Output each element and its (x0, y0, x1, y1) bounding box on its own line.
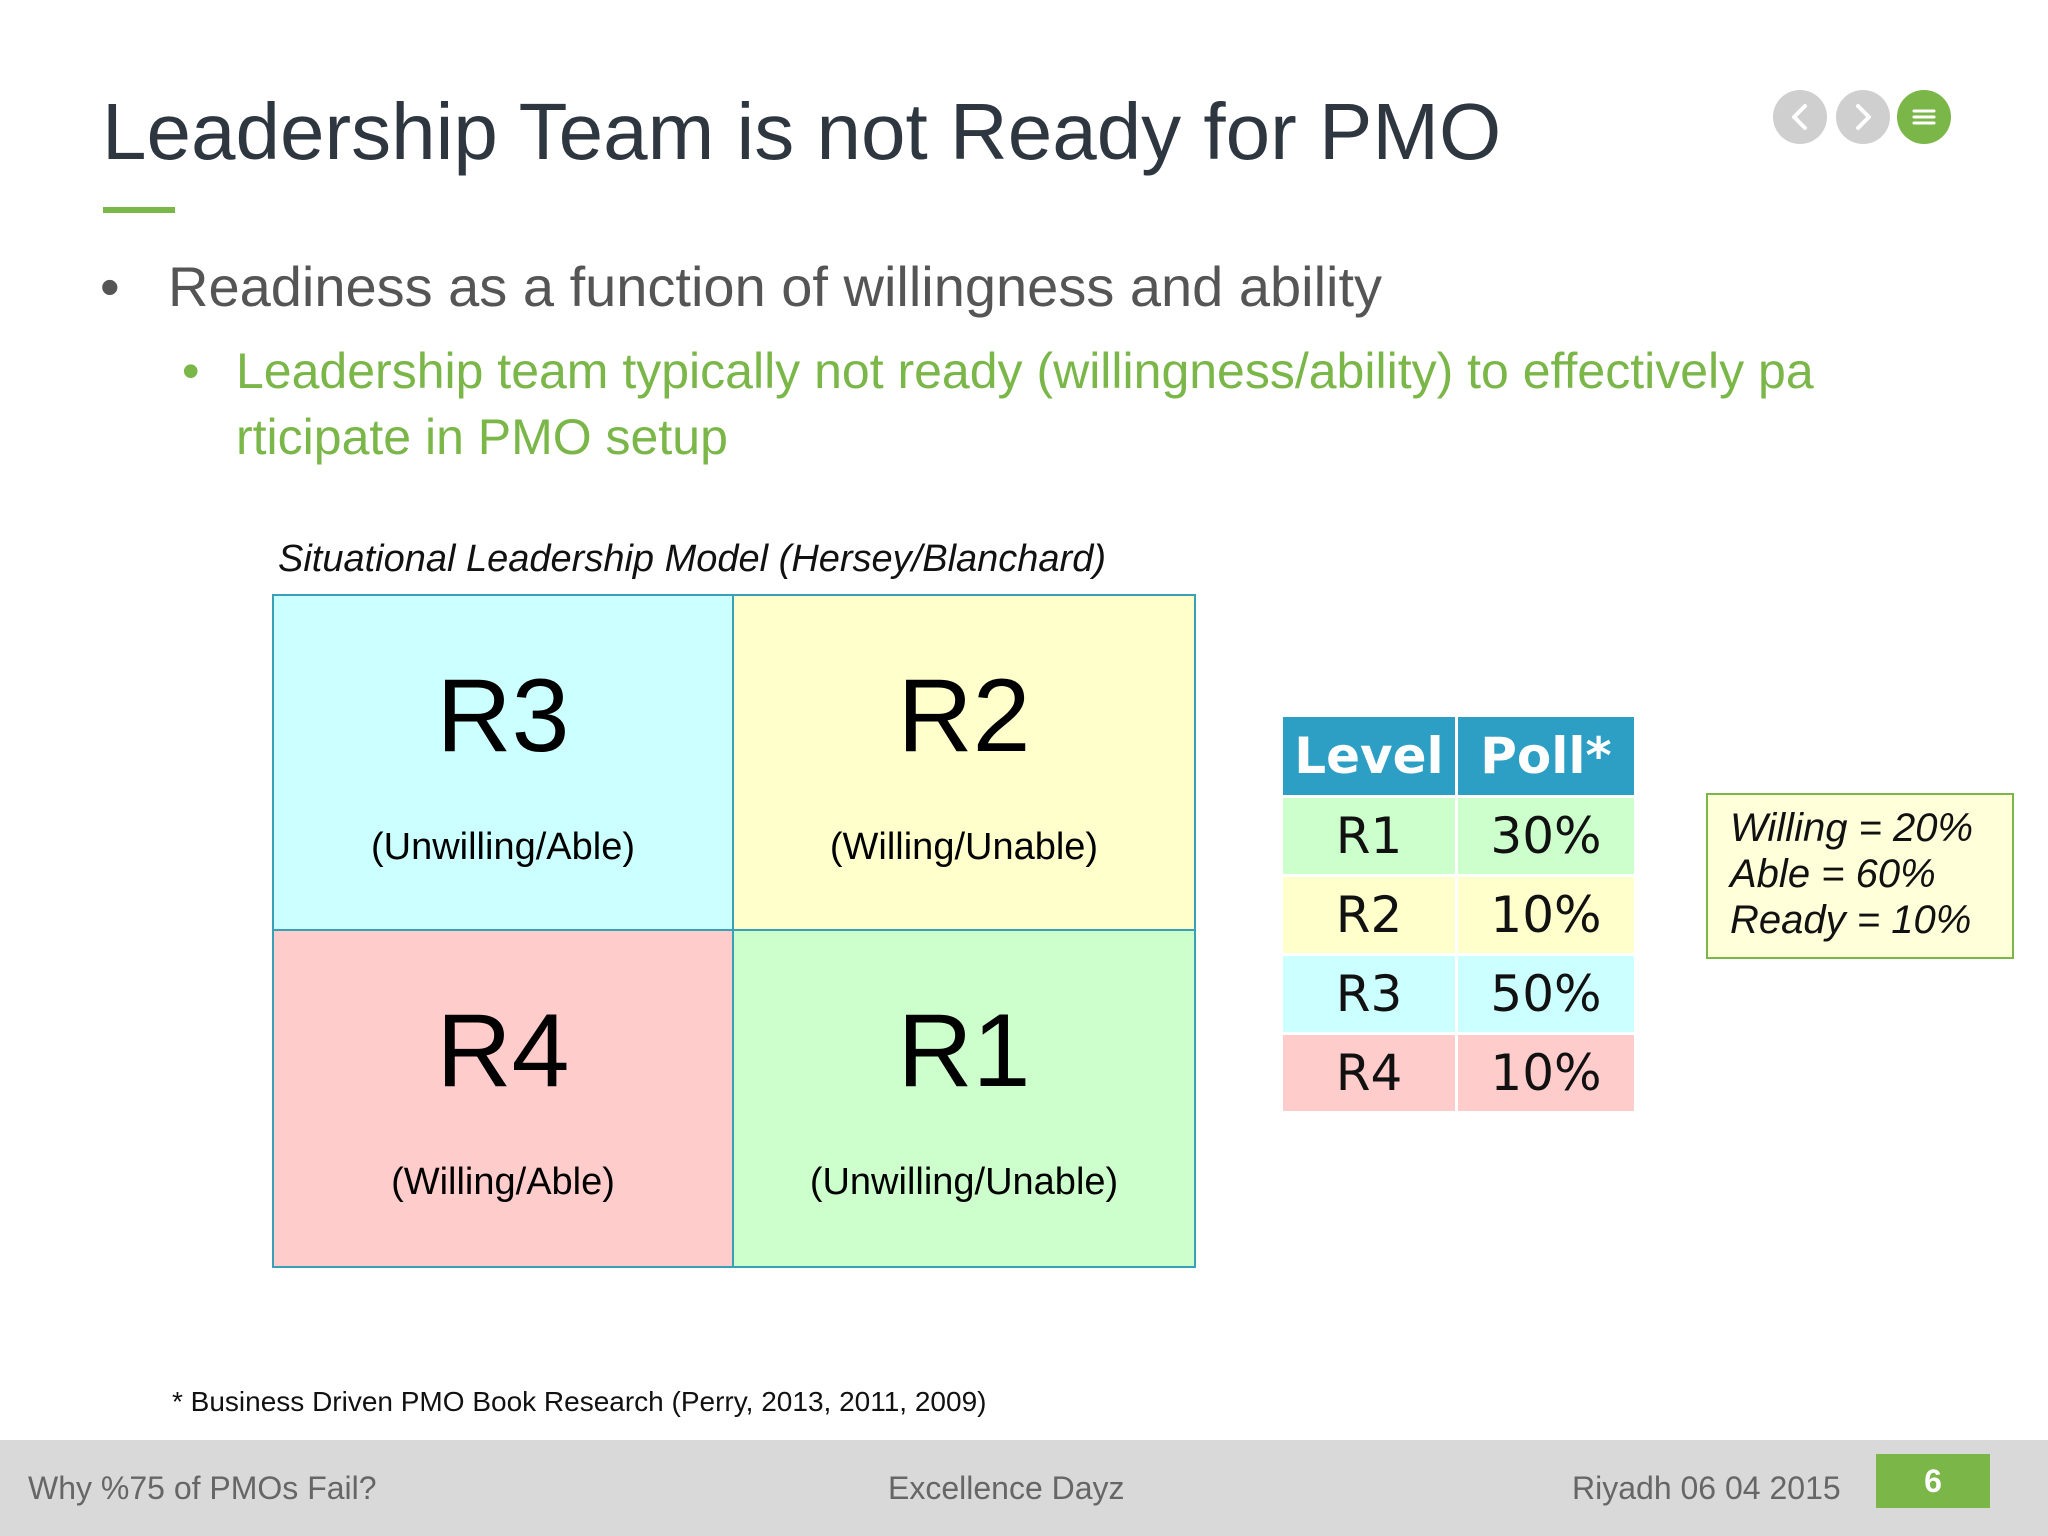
chevron-left-icon (1792, 104, 1807, 130)
cell-poll: 50% (1455, 953, 1637, 1035)
slide-menu-button[interactable] (1897, 90, 1951, 144)
quadrant-r1: R1 (Unwilling/Unable) (734, 931, 1194, 1266)
column-header-poll: Poll* (1455, 714, 1637, 798)
bullet-dot: • (100, 255, 120, 318)
table-header-row: Level Poll* (1280, 714, 1637, 798)
cell-level: R4 (1280, 1032, 1458, 1114)
quadrant-r4: R4 (Willing/Able) (274, 931, 734, 1266)
quadrant-description: (Willing/Unable) (829, 826, 1099, 868)
footer-presentation-title: Why %75 of PMOs Fail? (28, 1470, 377, 1506)
bullet-sub-text: Leadership team typically not ready (wil… (236, 338, 1976, 470)
quadrant-code: R2 (897, 658, 1031, 774)
cell-level: R1 (1280, 795, 1458, 877)
quadrant-code: R1 (897, 993, 1031, 1109)
cell-poll: 30% (1455, 795, 1637, 877)
quadrant-code: R4 (436, 993, 570, 1109)
slide-title: Leadership Team is not Ready for PMO (102, 87, 1502, 176)
chevron-right-icon (1856, 104, 1871, 130)
cell-poll: 10% (1455, 874, 1637, 956)
footnote: * Business Driven PMO Book Research (Per… (172, 1386, 987, 1417)
poll-table: Level Poll* R1 30% R2 10% R3 50% R4 10% (1280, 714, 1637, 1114)
quadrant-description: (Willing/Able) (391, 1161, 615, 1203)
page-number-badge: 6 (1876, 1454, 1990, 1508)
footer-location-date: Riyadh 06 04 2015 (1572, 1470, 1841, 1506)
table-row: R1 30% (1280, 795, 1637, 877)
bullet-dot: • (182, 343, 200, 399)
quadrant-description: (Unwilling/Unable) (809, 1161, 1119, 1203)
bullet-main-text: Readiness as a function of willingness a… (168, 255, 1383, 318)
table-row: R4 10% (1280, 1032, 1637, 1114)
previous-slide-button[interactable] (1773, 90, 1827, 144)
quadrant-code: R3 (436, 658, 570, 774)
summary-willing: Willing = 20% (1730, 806, 1974, 850)
summary-box: Willing = 20% Able = 60% Ready = 10% (1706, 793, 2014, 959)
cell-poll: 10% (1455, 1032, 1637, 1114)
table-row: R2 10% (1280, 874, 1637, 956)
cell-level: R2 (1280, 874, 1458, 956)
model-caption: Situational Leadership Model (Hersey/Bla… (278, 538, 1107, 580)
title-underline (103, 207, 175, 213)
summary-able: Able = 60% (1730, 852, 1936, 896)
summary-ready: Ready = 10% (1730, 898, 1972, 942)
column-header-level: Level (1280, 714, 1458, 798)
menu-icon (1912, 109, 1936, 125)
cell-level: R3 (1280, 953, 1458, 1035)
situational-leadership-grid: R3 (Unwilling/Able) R2 (Willing/Unable) … (272, 594, 1196, 1268)
footer-bar: Why %75 of PMOs Fail? Excellence Dayz Ri… (0, 1440, 2048, 1536)
table-row: R3 50% (1280, 953, 1637, 1035)
quadrant-r3: R3 (Unwilling/Able) (274, 596, 734, 931)
bullet-sub-line-1: Leadership team typically not ready (wil… (236, 343, 1814, 399)
quadrant-description: (Unwilling/Able) (371, 826, 635, 868)
bullet-sub-line-2: rticipate in PMO setup (236, 409, 728, 465)
footer-event-name: Excellence Dayz (888, 1470, 1125, 1506)
quadrant-r2: R2 (Willing/Unable) (734, 596, 1194, 931)
next-slide-button[interactable] (1836, 90, 1890, 144)
